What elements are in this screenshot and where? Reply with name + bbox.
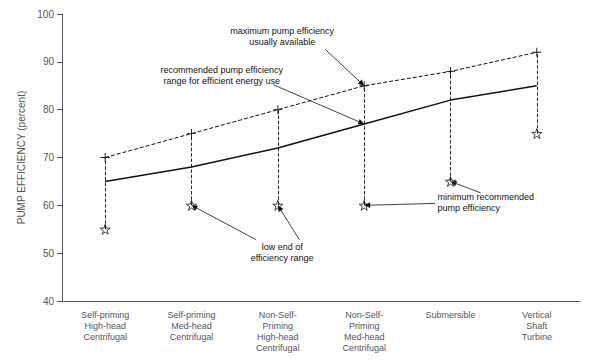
svg-text:40: 40 (43, 296, 55, 307)
svg-text:pump efficiency: pump efficiency (438, 203, 501, 213)
svg-text:minimum recommended: minimum recommended (438, 192, 535, 202)
svg-text:Non-Self-: Non-Self- (259, 310, 297, 320)
svg-text:100: 100 (37, 9, 54, 20)
svg-text:Med-head: Med-head (344, 332, 385, 342)
svg-text:High-head: High-head (84, 321, 126, 331)
svg-text:Self-priming: Self-priming (167, 310, 215, 320)
svg-text:PUMP EFFICIENCY (percent): PUMP EFFICIENCY (percent) (16, 91, 27, 225)
svg-text:Priming: Priming (263, 321, 294, 331)
svg-text:Centrifugal: Centrifugal (83, 332, 127, 342)
svg-text:Turbine: Turbine (522, 332, 552, 342)
svg-text:High-head: High-head (257, 332, 299, 342)
svg-text:Centrifugal: Centrifugal (342, 343, 386, 353)
svg-text:90: 90 (43, 56, 55, 67)
svg-text:Centrifugal: Centrifugal (256, 343, 300, 353)
svg-text:Non-Self-: Non-Self- (345, 310, 383, 320)
svg-text:recommended pump efficiency: recommended pump efficiency (161, 65, 284, 75)
svg-text:Vertical: Vertical (522, 310, 552, 320)
svg-text:usually available: usually available (249, 37, 315, 47)
svg-text:efficiency range: efficiency range (251, 253, 314, 263)
svg-text:80: 80 (43, 104, 55, 115)
svg-text:maximum pump efficiency: maximum pump efficiency (230, 26, 334, 36)
svg-text:60: 60 (43, 200, 55, 211)
svg-text:Self-priming: Self-priming (81, 310, 129, 320)
svg-text:Priming: Priming (349, 321, 380, 331)
svg-text:70: 70 (43, 152, 55, 163)
svg-text:range for efficient energy use: range for efficient energy use (164, 76, 280, 86)
svg-text:Shaft: Shaft (526, 321, 548, 331)
svg-text:50: 50 (43, 248, 55, 259)
svg-text:low end of: low end of (262, 242, 304, 252)
svg-text:Med-head: Med-head (171, 321, 212, 331)
svg-text:Submersible: Submersible (425, 310, 475, 320)
svg-text:Centrifugal: Centrifugal (170, 332, 214, 342)
